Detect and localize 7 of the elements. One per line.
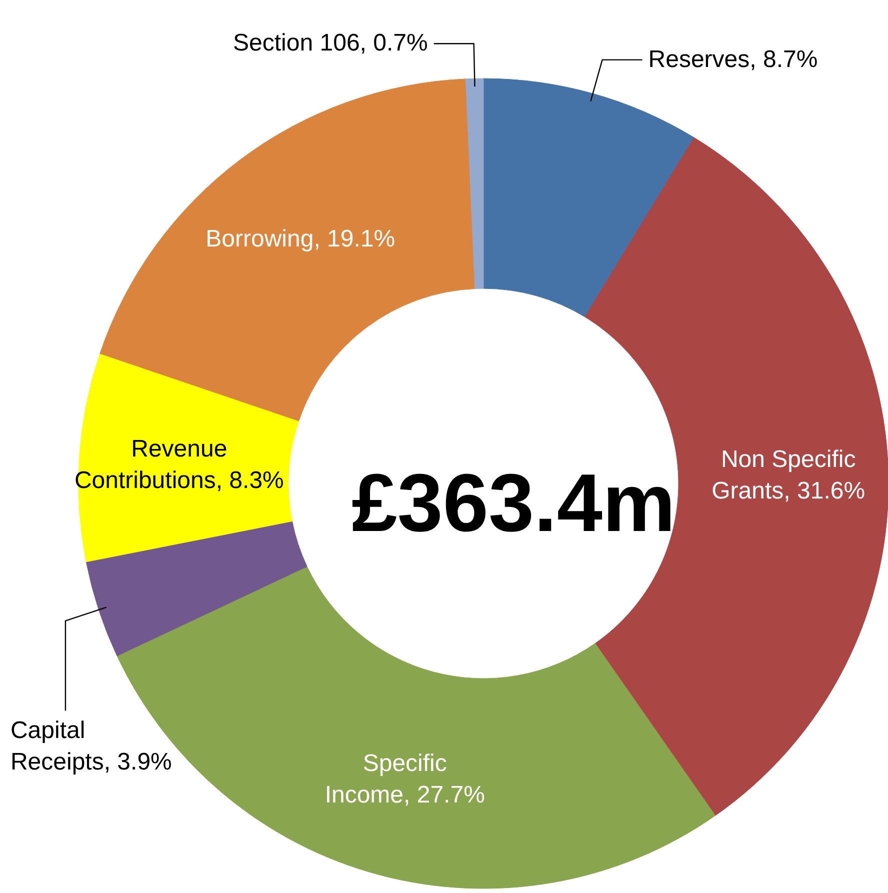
slice-label: Section 106, 0.7% bbox=[233, 30, 428, 57]
slice-label: Reserves, 8.7% bbox=[648, 46, 818, 73]
slice-label: Capital Receipts, 3.9% bbox=[10, 716, 172, 776]
slice-label: Borrowing, 19.1% bbox=[206, 226, 396, 253]
slice-label: Non Specific Grants, 31.6% bbox=[712, 446, 866, 504]
slice-label: Specific Income, 27.7% bbox=[324, 750, 485, 809]
text: £363.4m bbox=[352, 458, 676, 549]
